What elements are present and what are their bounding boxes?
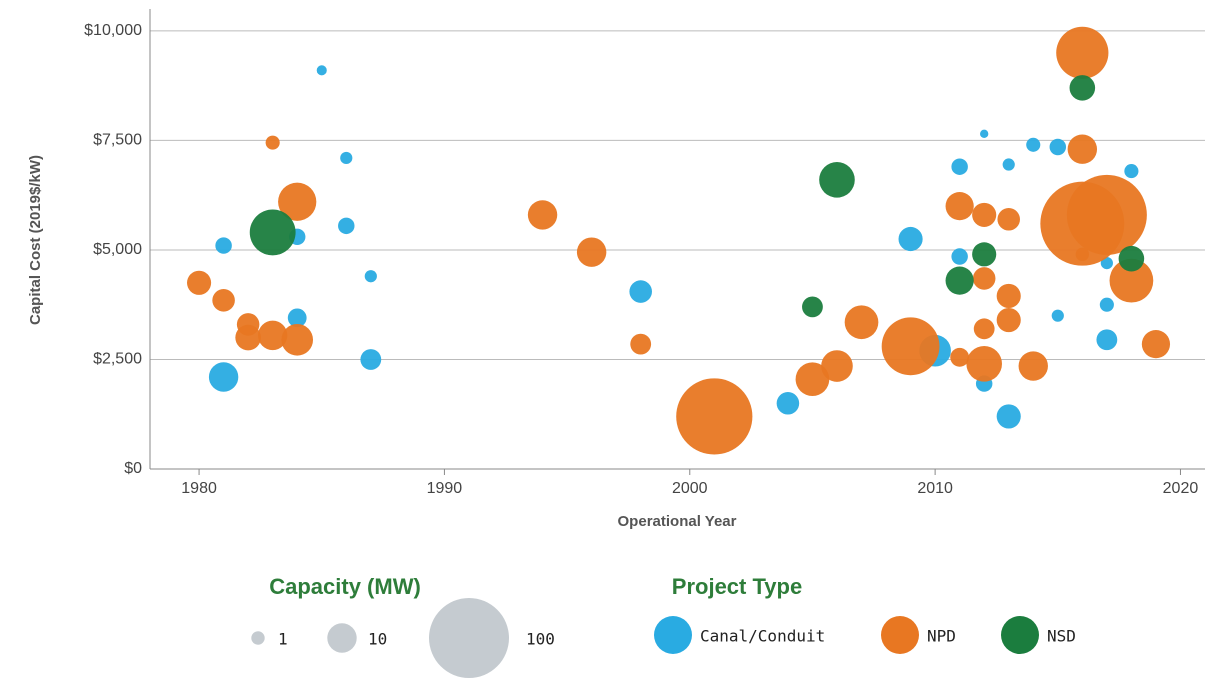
bubble: [819, 162, 855, 198]
bubble: [996, 404, 1021, 429]
bubble: [576, 237, 607, 267]
bubble: [338, 217, 355, 235]
bubble: [1026, 137, 1041, 152]
bubble: [208, 362, 239, 392]
bubble: [676, 378, 753, 455]
bubble: [973, 318, 995, 340]
size-legend-marker: [327, 623, 357, 653]
bubble: [1069, 75, 1096, 101]
x-axis-label: Operational Year: [618, 513, 737, 530]
bubble: [1096, 329, 1118, 351]
bubble: [996, 283, 1021, 309]
y-tick-label: $10,000: [84, 22, 142, 39]
bubble: [996, 307, 1021, 333]
bubble: [1100, 256, 1113, 270]
y-tick-label: $5,000: [93, 241, 142, 258]
bubble: [1056, 26, 1109, 79]
legend-marker: [654, 616, 692, 654]
bubble: [629, 280, 652, 303]
bubble: [1141, 330, 1171, 359]
bubble: [972, 267, 996, 290]
bubble: [316, 65, 327, 76]
legend-title: Project Type: [672, 574, 802, 599]
bubble: [945, 192, 974, 221]
bubble: [215, 237, 232, 254]
size-legend-marker: [429, 598, 509, 678]
bubble: [881, 317, 940, 376]
bubble: [951, 158, 968, 175]
bubble: [980, 129, 989, 139]
bubble: [249, 209, 296, 256]
bubble: [212, 289, 235, 312]
size-legend-label: 1: [278, 630, 288, 649]
legend-label: NSD: [1047, 627, 1076, 646]
size-legend-label: 100: [526, 630, 555, 649]
y-tick-label: $0: [124, 460, 142, 477]
bubble: [802, 296, 823, 318]
bubble: [1118, 245, 1145, 272]
bubble: [972, 242, 997, 267]
x-tick-label: 1980: [181, 480, 217, 497]
size-legend-title: Capacity (MW): [269, 574, 421, 599]
bubble: [821, 350, 853, 382]
legend-marker: [881, 616, 919, 654]
size-legend-marker: [251, 631, 265, 645]
bubble: [795, 362, 830, 397]
bubble: [340, 151, 353, 165]
bubble: [187, 270, 212, 295]
bubble: [281, 323, 314, 356]
bubble: [278, 182, 317, 221]
bubble: [997, 208, 1020, 231]
legend-marker: [1001, 616, 1039, 654]
x-tick-label: 1990: [427, 480, 463, 497]
bubble: [776, 392, 800, 415]
bubble: [950, 347, 970, 367]
bubble: [1099, 297, 1114, 312]
size-legend-label: 10: [368, 630, 387, 649]
bubble: [287, 308, 307, 328]
legend-label: NPD: [927, 627, 956, 646]
bubble: [972, 202, 997, 227]
bubble: [844, 305, 879, 340]
bubble: [1109, 258, 1154, 303]
bubble: [1067, 134, 1098, 164]
y-tick-label: $7,500: [93, 132, 142, 149]
bubble: [1051, 309, 1064, 322]
bubble: [1066, 174, 1147, 255]
bubble: [966, 346, 1002, 382]
bubble: [364, 270, 377, 283]
y-tick-label: $2,500: [93, 351, 142, 368]
bubble: [1075, 247, 1090, 262]
bubble: [898, 226, 923, 252]
bubble: [945, 266, 974, 295]
x-tick-label: 2000: [672, 480, 708, 497]
bubble: [360, 349, 382, 370]
x-tick-label: 2020: [1163, 480, 1199, 497]
bubble: [1049, 138, 1067, 156]
x-tick-label: 2010: [917, 480, 953, 497]
bubble: [235, 324, 261, 351]
y-axis-label: Capital Cost (2019$/kW): [27, 155, 44, 325]
legend-label: Canal/Conduit: [700, 627, 825, 646]
bubble: [1002, 158, 1015, 171]
bubble: [951, 248, 968, 265]
bubble: [527, 200, 558, 230]
bubble: [1018, 351, 1048, 381]
bubble: [257, 320, 288, 351]
bubble: [265, 135, 280, 150]
bubble: [630, 333, 652, 355]
bubble: [1124, 164, 1139, 179]
